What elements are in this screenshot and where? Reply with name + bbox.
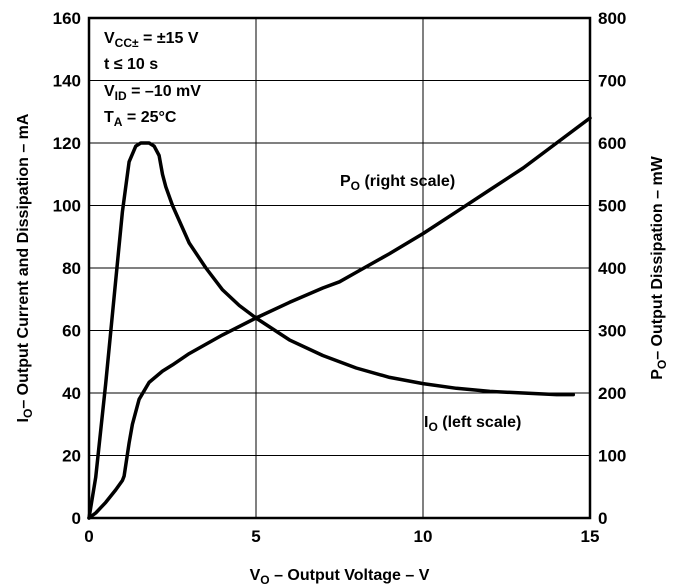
x-tick-label: 5 xyxy=(251,527,260,546)
y-left-tick-label: 20 xyxy=(62,447,81,466)
y-left-axis-title: IO– Output Current and Dissipation – mA xyxy=(15,113,35,422)
condition-line: VID = –10 mV xyxy=(104,83,201,103)
y-right-axis-title: PO– Output Dissipation – mW xyxy=(649,155,669,379)
y-right-tick-label: 600 xyxy=(598,134,626,153)
series-label-io: IO (left scale) xyxy=(424,414,521,434)
y-left-tick-label: 40 xyxy=(62,384,81,403)
y-right-tick-label: 800 xyxy=(598,9,626,28)
y-right-tick-label: 0 xyxy=(598,509,607,528)
labels: VO – Output Voltage – V IO– Output Curren… xyxy=(15,30,669,586)
y-right-tick-label: 400 xyxy=(598,259,626,278)
ticks: 0 5 10 150204060801001201401600100200300400… xyxy=(53,9,627,546)
y-left-tick-label: 60 xyxy=(62,322,81,341)
x-axis-title: VO – Output Voltage – V xyxy=(250,567,430,586)
y-left-tick-label: 120 xyxy=(53,134,81,153)
y-left-tick-label: 100 xyxy=(53,197,81,216)
condition-line: TA = 25°C xyxy=(104,109,177,129)
y-right-tick-label: 100 xyxy=(598,447,626,466)
y-left-tick-label: 0 xyxy=(72,509,81,528)
x-tick-label: 10 xyxy=(414,527,433,546)
y-left-tick-label: 140 xyxy=(53,72,81,91)
condition-line: t ≤ 10 s xyxy=(104,56,158,73)
y-right-tick-label: 300 xyxy=(598,322,626,341)
x-tick-label: 15 xyxy=(581,527,600,546)
series-label-po: PO (right scale) xyxy=(340,173,455,193)
series-line-po xyxy=(87,116,592,520)
y-right-tick-label: 200 xyxy=(598,384,626,403)
plot-frame xyxy=(87,16,592,520)
y-left-tick-label: 160 xyxy=(53,9,81,28)
series-line-io xyxy=(87,141,576,520)
condition-line: VCC± = ±15 V xyxy=(104,30,199,50)
y-right-tick-label: 700 xyxy=(598,72,626,91)
x-tick-label: 0 xyxy=(84,527,93,546)
y-left-tick-label: 80 xyxy=(62,259,81,278)
y-right-tick-label: 500 xyxy=(598,197,626,216)
series-lines xyxy=(87,116,592,520)
